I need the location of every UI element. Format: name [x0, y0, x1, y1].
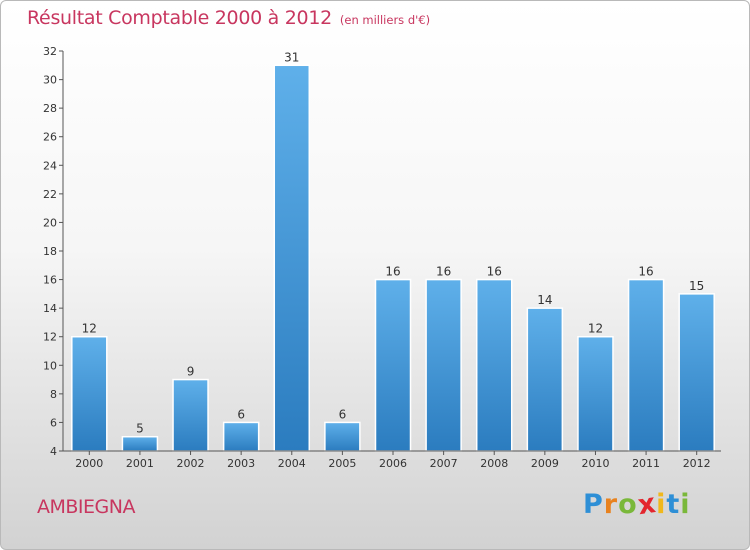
- logo-letter: P: [583, 489, 604, 520]
- y-tick-label: 28: [43, 102, 57, 115]
- commune-name: AMBIEGNA: [37, 496, 135, 518]
- y-tick-label: 26: [43, 131, 57, 144]
- y-tick-label: 6: [50, 416, 57, 429]
- bar-value-label: 12: [82, 322, 97, 336]
- logo-letter: o: [618, 489, 638, 520]
- chart-title: Résultat Comptable 2000 à 2012 (en millie…: [27, 7, 430, 29]
- bar-value-label: 15: [689, 279, 704, 293]
- y-tick-label: 12: [43, 331, 57, 344]
- bar-2008: [475, 278, 513, 452]
- y-tick-label: 32: [43, 45, 57, 58]
- logo-letter: x: [635, 487, 659, 522]
- y-tick-label: 16: [43, 274, 57, 287]
- y-tick-label: 10: [43, 359, 57, 372]
- bar-2009: [526, 307, 564, 452]
- y-tick-label: 14: [43, 302, 57, 315]
- bars: 12 5 9 6 31 6 16 16 16 14 12 16 15: [71, 50, 715, 452]
- chart-title-text: Résultat Comptable 2000 à 2012: [27, 7, 332, 29]
- x-tick-label: 2008: [480, 457, 508, 470]
- x-tick-label: 2000: [75, 457, 103, 470]
- bar-2011: [627, 278, 665, 452]
- x-tick-label: 2004: [278, 457, 306, 470]
- bar-value-label: 14: [537, 293, 552, 307]
- bar-2005: [324, 421, 361, 452]
- logo-letter: r: [603, 489, 619, 520]
- x-tick-label: 2012: [683, 457, 711, 470]
- y-tick-label: 24: [43, 159, 57, 172]
- bar-value-label: 31: [284, 50, 299, 64]
- bar-value-label: 5: [136, 422, 144, 436]
- x-tick-label: 2007: [430, 457, 458, 470]
- bar-2003: [222, 421, 260, 452]
- logo-letter: i: [656, 489, 667, 520]
- logo-letter: i: [680, 489, 691, 520]
- logo-letter: t: [666, 489, 681, 520]
- bar-2000: [71, 335, 108, 452]
- chart-subtitle: (en milliers d'€): [339, 13, 431, 27]
- x-tick-label: 2002: [177, 457, 205, 470]
- bar-2004: [273, 64, 311, 452]
- bar-value-label: 6: [237, 407, 245, 421]
- y-tick-label: 4: [50, 445, 57, 458]
- y-axis: 4 6 8 10 12 14 16 18 20 22 24 26 28 30 32: [43, 45, 64, 458]
- bar-2006: [374, 278, 412, 452]
- x-tick-label: 2010: [581, 457, 609, 470]
- bar-value-label: 6: [339, 407, 347, 421]
- x-tick-label: 2006: [379, 457, 407, 470]
- x-tick-label: 2011: [632, 457, 660, 470]
- bar-value-label: 16: [638, 265, 653, 279]
- bar-2007: [425, 278, 462, 452]
- y-tick-label: 20: [43, 216, 57, 229]
- bar-value-label: 16: [385, 265, 400, 279]
- y-tick-label: 8: [50, 388, 57, 401]
- proxiti-logo[interactable]: Proxiti: [583, 487, 691, 522]
- bar-value-label: 16: [436, 265, 451, 279]
- x-tick-label: 2005: [328, 457, 356, 470]
- x-tick-label: 2001: [126, 457, 154, 470]
- bar-2012: [678, 293, 715, 452]
- y-tick-label: 22: [43, 188, 57, 201]
- bar-2002: [172, 378, 209, 452]
- y-tick-label: 18: [43, 245, 57, 258]
- bar-2010: [577, 335, 614, 452]
- y-tick-label: 30: [43, 74, 57, 87]
- x-axis: 2000 2001 2002 2003 2004 2005 2006 2007 2008 2009…: [63, 450, 721, 470]
- bar-2001: [121, 435, 159, 452]
- x-tick-label: 2003: [227, 457, 255, 470]
- bar-value-label: 12: [588, 322, 603, 336]
- x-tick-label: 2009: [531, 457, 559, 470]
- bar-value-label: 9: [187, 365, 195, 379]
- bar-value-label: 16: [487, 265, 502, 279]
